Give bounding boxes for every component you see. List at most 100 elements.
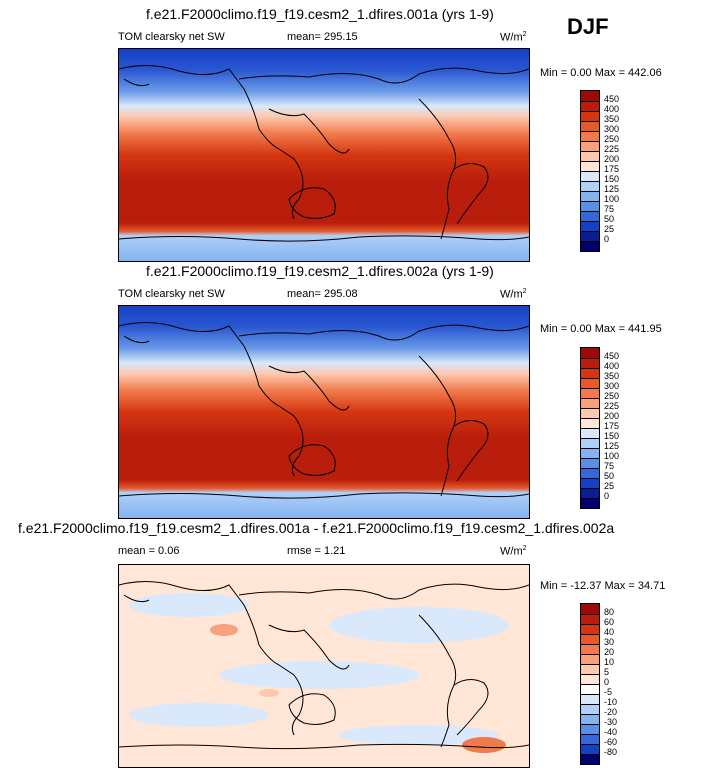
colorbar-tick-label: 25 xyxy=(604,224,615,234)
colorbar-tick-label: 400 xyxy=(604,361,620,371)
colorbar-swatch xyxy=(581,121,599,131)
panel3-mean: mean = 0.06 xyxy=(118,545,180,557)
colorbar-tick-label: 0 xyxy=(604,234,610,244)
colorbar-swatch xyxy=(581,101,599,111)
panel3-units: W/m2 xyxy=(500,545,527,558)
colorbar-swatch xyxy=(581,358,599,368)
panel3-colorbar xyxy=(580,603,600,765)
panel2-field xyxy=(119,306,529,518)
panel1-colorbar xyxy=(580,90,600,252)
colorbar-swatch xyxy=(581,714,599,724)
colorbar-tick-label: 60 xyxy=(604,617,615,627)
panel1-mean: mean= 295.15 xyxy=(287,31,358,43)
colorbar-tick-label: 30 xyxy=(604,637,615,647)
colorbar-swatch xyxy=(581,231,599,241)
colorbar-tick-label: 5 xyxy=(604,667,610,677)
colorbar-tick-label: 0 xyxy=(604,677,610,687)
colorbar-swatch xyxy=(581,398,599,408)
colorbar-tick-label: -10 xyxy=(604,697,618,707)
colorbar-swatch xyxy=(581,644,599,654)
colorbar-tick-label: 50 xyxy=(604,471,615,481)
colorbar-swatch xyxy=(581,448,599,458)
panel3-title: f.e21.F2000climo.f19_f19.cesm2_1.dfires.… xyxy=(18,520,615,536)
panel1-variable: TOM clearsky net SW xyxy=(118,31,225,43)
colorbar-tick-label: -80 xyxy=(604,747,618,757)
colorbar-tick-label: 100 xyxy=(604,194,620,204)
colorbar-tick-label: 20 xyxy=(604,647,615,657)
colorbar-swatch xyxy=(581,724,599,734)
panel1-field xyxy=(119,49,529,261)
panel2-map xyxy=(118,305,530,519)
colorbar-swatch xyxy=(581,428,599,438)
season-label: DJF xyxy=(567,14,609,39)
colorbar-tick-label: 450 xyxy=(604,351,620,361)
colorbar-tick-label: 80 xyxy=(604,607,615,617)
panel1-map xyxy=(118,48,530,262)
panel3-minmax: Min = -12.37 Max = 34.71 xyxy=(540,580,666,592)
colorbar-swatch xyxy=(581,754,599,764)
colorbar-swatch xyxy=(581,478,599,488)
colorbar-tick-label: 50 xyxy=(604,214,615,224)
colorbar-swatch xyxy=(581,634,599,644)
panel3-anomalies xyxy=(129,593,509,753)
colorbar-tick-label: 175 xyxy=(604,421,620,431)
colorbar-tick-label: -20 xyxy=(604,707,618,717)
colorbar-swatch xyxy=(581,704,599,714)
colorbar-tick-label: 400 xyxy=(604,104,620,114)
panel2-mean: mean= 295.08 xyxy=(287,288,358,300)
panel1-title: f.e21.F2000climo.f19_f19.cesm2_1.dfires.… xyxy=(146,6,494,22)
colorbar-tick-label: 350 xyxy=(604,371,620,381)
colorbar-swatch xyxy=(581,388,599,398)
colorbar-tick-label: 200 xyxy=(604,154,620,164)
colorbar-swatch xyxy=(581,684,599,694)
colorbar-tick-label: 250 xyxy=(604,391,620,401)
colorbar-swatch xyxy=(581,614,599,624)
colorbar-swatch xyxy=(581,408,599,418)
colorbar-tick-label: 75 xyxy=(604,461,615,471)
colorbar-swatch xyxy=(581,664,599,674)
colorbar-swatch xyxy=(581,624,599,634)
colorbar-swatch xyxy=(581,211,599,221)
colorbar-swatch xyxy=(581,151,599,161)
colorbar-tick-label: 75 xyxy=(604,204,615,214)
colorbar-swatch xyxy=(581,111,599,121)
panel3-map xyxy=(118,564,530,768)
colorbar-swatch xyxy=(581,604,599,614)
colorbar-swatch xyxy=(581,694,599,704)
panel2-units: W/m2 xyxy=(500,288,527,301)
colorbar-tick-label: -5 xyxy=(604,687,613,697)
colorbar-tick-label: 25 xyxy=(604,481,615,491)
colorbar-tick-label: 40 xyxy=(604,627,615,637)
colorbar-swatch xyxy=(581,348,599,358)
colorbar-tick-label: 225 xyxy=(604,144,620,154)
colorbar-tick-label: 300 xyxy=(604,381,620,391)
panel1-units: W/m2 xyxy=(500,31,527,44)
colorbar-tick-label: 450 xyxy=(604,94,620,104)
panel1-coastlines xyxy=(119,65,529,242)
panel2-colorbar xyxy=(580,347,600,509)
colorbar-swatch xyxy=(581,438,599,448)
colorbar-swatch xyxy=(581,181,599,191)
panel2-variable: TOM clearsky net SW xyxy=(118,288,225,300)
colorbar-tick-label: -60 xyxy=(604,737,618,747)
colorbar-tick-label: 250 xyxy=(604,134,620,144)
colorbar-swatch xyxy=(581,744,599,754)
colorbar-swatch xyxy=(581,734,599,744)
colorbar-swatch xyxy=(581,221,599,231)
colorbar-tick-label: -30 xyxy=(604,717,618,727)
colorbar-tick-label: 300 xyxy=(604,124,620,134)
panel1-minmax: Min = 0.00 Max = 442.06 xyxy=(540,67,662,79)
colorbar-swatch xyxy=(581,418,599,428)
colorbar-tick-label: 150 xyxy=(604,174,620,184)
colorbar-swatch xyxy=(581,201,599,211)
colorbar-swatch xyxy=(581,161,599,171)
colorbar-swatch xyxy=(581,468,599,478)
colorbar-tick-label: 0 xyxy=(604,491,610,501)
colorbar-swatch xyxy=(581,191,599,201)
colorbar-swatch xyxy=(581,674,599,684)
panel2-title: f.e21.F2000climo.f19_f19.cesm2_1.dfires.… xyxy=(146,263,494,279)
colorbar-swatch xyxy=(581,91,599,101)
colorbar-swatch xyxy=(581,241,599,251)
panel3-coastlines xyxy=(119,581,529,750)
colorbar-tick-label: 10 xyxy=(604,657,615,667)
